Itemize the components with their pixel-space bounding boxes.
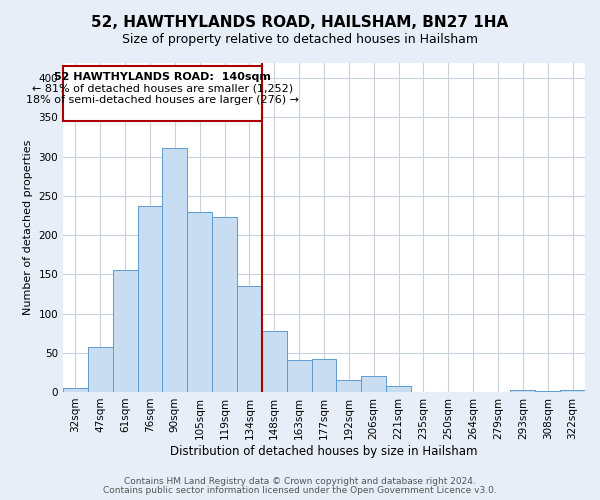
- Bar: [88, 347, 113, 392]
- Bar: [311, 359, 337, 392]
- Bar: [511, 390, 535, 392]
- Text: Contains HM Land Registry data © Crown copyright and database right 2024.: Contains HM Land Registry data © Crown c…: [124, 477, 476, 486]
- Bar: [262, 331, 287, 392]
- FancyBboxPatch shape: [63, 66, 262, 122]
- Bar: [535, 391, 560, 392]
- Bar: [163, 148, 187, 392]
- Text: 18% of semi-detached houses are larger (276) →: 18% of semi-detached houses are larger (…: [26, 96, 299, 106]
- Text: 52 HAWTHYLANDS ROAD:  140sqm: 52 HAWTHYLANDS ROAD: 140sqm: [54, 72, 271, 82]
- Bar: [386, 386, 411, 392]
- Bar: [63, 388, 88, 392]
- Bar: [212, 217, 237, 392]
- Bar: [287, 360, 311, 392]
- Text: Contains public sector information licensed under the Open Government Licence v3: Contains public sector information licen…: [103, 486, 497, 495]
- Y-axis label: Number of detached properties: Number of detached properties: [23, 140, 33, 315]
- X-axis label: Distribution of detached houses by size in Hailsham: Distribution of detached houses by size …: [170, 444, 478, 458]
- Text: ← 81% of detached houses are smaller (1,252): ← 81% of detached houses are smaller (1,…: [32, 84, 293, 94]
- Bar: [337, 380, 361, 392]
- Text: Size of property relative to detached houses in Hailsham: Size of property relative to detached ho…: [122, 32, 478, 46]
- Bar: [237, 286, 262, 392]
- Bar: [113, 270, 137, 392]
- Text: 52, HAWTHYLANDS ROAD, HAILSHAM, BN27 1HA: 52, HAWTHYLANDS ROAD, HAILSHAM, BN27 1HA: [91, 15, 509, 30]
- Bar: [137, 206, 163, 392]
- Bar: [187, 212, 212, 392]
- Bar: [361, 376, 386, 392]
- Bar: [560, 390, 585, 392]
